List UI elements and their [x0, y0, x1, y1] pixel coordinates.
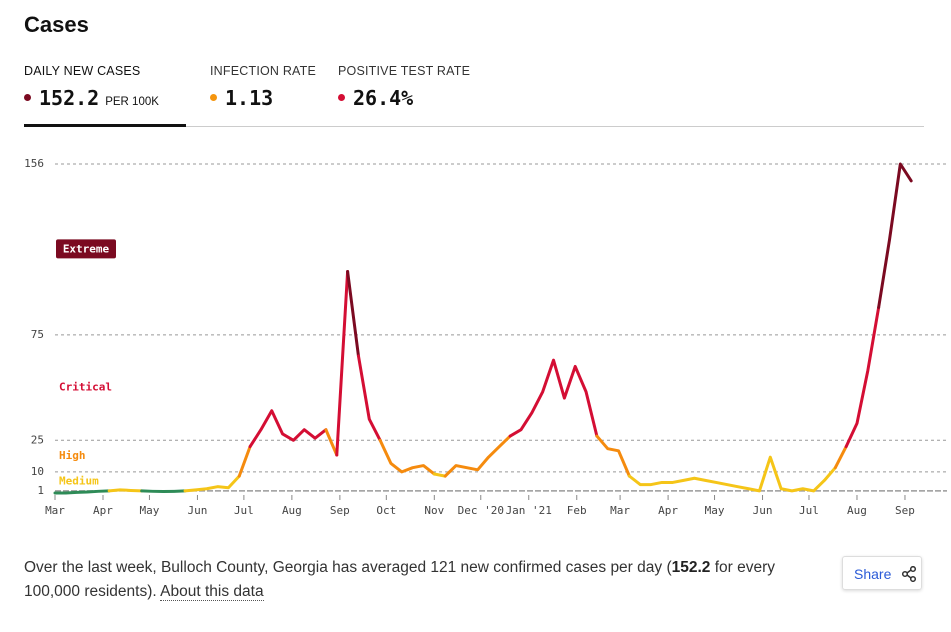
- x-tick-label: Mar: [610, 504, 630, 517]
- x-tick-label: Jun: [753, 504, 773, 517]
- level-label: Critical: [59, 381, 112, 394]
- x-tick-label: Apr: [658, 504, 678, 517]
- line-segment: [335, 270, 350, 457]
- tab-label: INFECTION RATE: [210, 64, 317, 78]
- x-tick-label: Feb: [567, 504, 587, 517]
- line-segment: [248, 409, 328, 449]
- x-tick-label: May: [140, 504, 160, 517]
- text: for every 100,000 residents).: [24, 559, 776, 600]
- share-label: Share: [854, 566, 892, 582]
- line-segment: [140, 489, 187, 494]
- line-segment: [443, 434, 512, 478]
- y-tick-label: 1: [37, 484, 44, 497]
- metric-tabs: DAILY NEW CASES 152.2 PER 100K INFECTION …: [24, 64, 924, 127]
- line-segment: [324, 428, 339, 457]
- x-tick-label: Aug: [847, 504, 867, 517]
- x-tick-label: Apr: [93, 504, 113, 517]
- line-segment: [107, 488, 144, 493]
- tab-unit: PER 100K: [105, 96, 159, 108]
- x-tick-label: Nov: [424, 504, 444, 517]
- x-tick-label: Jun: [187, 504, 207, 517]
- tab-label: POSITIVE TEST RATE: [338, 64, 471, 78]
- level-label: Medium: [59, 474, 99, 487]
- x-tick-label: Dec '20: [458, 504, 504, 517]
- dot: [338, 94, 345, 102]
- share-button[interactable]: Share: [842, 556, 922, 590]
- line-segment: [356, 354, 382, 442]
- line-segment: [53, 489, 111, 495]
- y-tick-label: 75: [31, 328, 44, 341]
- dot: [24, 94, 31, 102]
- title: Cases: [24, 12, 89, 37]
- tab-label: DAILY NEW CASES: [24, 64, 141, 78]
- y-tick-label: 25: [31, 433, 44, 446]
- tab[interactable]: DAILY NEW CASES 152.2 PER 100K: [24, 64, 186, 127]
- tab[interactable]: POSITIVE TEST RATE 26.4%: [338, 64, 488, 126]
- chart: 1 10 25 75 156 Mar Apr May Jun Jul Aug Sep Oct Nov Dec…: [24, 157, 947, 517]
- x-tick-label: Oct: [376, 504, 396, 517]
- line-segment: [877, 162, 913, 309]
- tab-value: 26.4%: [353, 86, 414, 110]
- level-label: Extreme: [63, 242, 110, 255]
- x-tick-label: May: [705, 504, 725, 517]
- tab-value: 152.2: [39, 86, 100, 110]
- tab[interactable]: INFECTION RATE 1.13: [210, 64, 330, 126]
- x-tick-label: Sep: [895, 504, 915, 517]
- level-label: High: [59, 449, 86, 462]
- footer-text: Over the last week, Bulloch County, Geor…: [24, 556, 804, 604]
- line-segment: [844, 305, 881, 449]
- line-segment: [508, 358, 599, 438]
- share-icon: [901, 566, 917, 582]
- link[interactable]: About this data: [160, 583, 264, 601]
- tab-value: 1.13: [225, 86, 274, 110]
- line-segment: [595, 434, 631, 478]
- x-tick-label: Jan '21: [506, 504, 552, 517]
- line-segment: [432, 472, 447, 478]
- dot: [210, 94, 217, 102]
- x-tick-label: Jul: [234, 504, 254, 517]
- text: Over the last week, Bulloch County, Geor…: [24, 559, 672, 576]
- line-segment: [346, 270, 360, 358]
- x-tick-label: Mar: [45, 504, 65, 517]
- line-segment: [183, 474, 241, 493]
- line-segment: [833, 445, 848, 470]
- x-tick-label: Jul: [799, 504, 819, 517]
- line-segment: [627, 455, 837, 493]
- x-tick-label: Sep: [330, 504, 350, 517]
- line-segment: [378, 438, 436, 476]
- y-tick-label: 156: [24, 157, 44, 170]
- text-bold: 152.2: [671, 559, 711, 576]
- level-badge: [56, 239, 116, 259]
- line-segment: [237, 445, 252, 478]
- x-tick-label: Aug: [282, 504, 302, 517]
- y-tick-label: 10: [31, 465, 44, 478]
